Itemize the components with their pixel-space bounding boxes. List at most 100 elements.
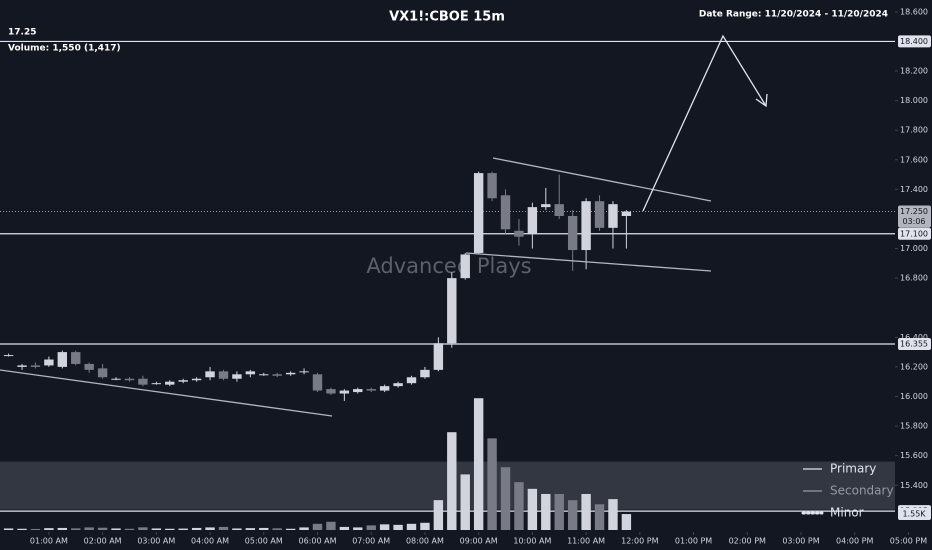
candle-body xyxy=(567,216,578,251)
volume-bar xyxy=(473,398,484,530)
volume-info: Volume: 1,550 (1,417) xyxy=(8,44,121,54)
candle-body xyxy=(393,383,403,387)
channel-top xyxy=(492,157,712,202)
volume-bar xyxy=(366,525,376,530)
candle-body xyxy=(44,359,54,366)
x-tick-label: 02:00 AM xyxy=(84,537,122,546)
volume-bar xyxy=(178,528,188,530)
volume-bar xyxy=(406,523,417,530)
volume-bar xyxy=(191,527,202,530)
y-tick-label: 16.200 xyxy=(900,362,928,371)
x-tick-label: 07:00 AM xyxy=(352,537,390,546)
candle-body xyxy=(621,211,632,216)
candle-body xyxy=(366,389,376,391)
y-tick-label: 18.000 xyxy=(900,96,928,105)
date-range: Date Range: 11/20/2024 - 11/20/2024 xyxy=(699,10,888,20)
candle-body xyxy=(191,378,202,381)
level-label: 16.355 xyxy=(900,339,928,348)
legend-label: Primary xyxy=(830,462,876,476)
y-tick-label: 17.800 xyxy=(900,126,928,135)
level-box xyxy=(898,35,931,48)
volume-bar xyxy=(205,527,215,530)
candle-body xyxy=(473,173,484,253)
candle-body xyxy=(608,204,618,228)
volume-bar xyxy=(581,493,591,530)
x-tick-label: 02:00 PM xyxy=(729,537,766,546)
countdown: 03:06 xyxy=(902,217,925,226)
volume-bar xyxy=(232,528,242,530)
candle-body xyxy=(232,374,242,379)
volume-bar xyxy=(165,528,175,530)
candle-body xyxy=(138,378,148,385)
candle-body xyxy=(17,365,27,367)
x-tick-label: 08:00 AM xyxy=(406,537,444,546)
candle-body xyxy=(165,381,175,385)
level-label: 18.400 xyxy=(900,37,928,46)
candle-body xyxy=(447,278,457,344)
volume-bar xyxy=(379,524,390,530)
volume-bar xyxy=(285,528,296,530)
candle-body xyxy=(97,368,108,378)
volume-bar xyxy=(111,528,121,530)
volume-bar xyxy=(245,528,256,530)
volume-bar xyxy=(339,526,350,530)
volume-marker-box xyxy=(898,508,931,521)
candle-body xyxy=(272,374,282,376)
volume-bar xyxy=(97,527,108,530)
legend-label: Minor xyxy=(830,506,864,520)
y-tick-label: 16.400 xyxy=(900,333,928,342)
volume-bar xyxy=(124,528,135,530)
x-tick-label: 03:00 PM xyxy=(782,537,819,546)
volume-bar xyxy=(567,500,578,530)
candle-body xyxy=(594,201,605,228)
volume-bar xyxy=(420,522,430,530)
current-price-label: 17.250 xyxy=(900,207,928,216)
candle-body xyxy=(460,254,470,279)
volume-bar xyxy=(44,528,54,530)
candle-body xyxy=(124,378,135,381)
volume-bar xyxy=(57,527,68,530)
candle-body xyxy=(178,380,188,382)
x-tick-label: 04:00 AM xyxy=(191,537,229,546)
volume-bar xyxy=(527,488,538,530)
volume-bar xyxy=(514,482,524,530)
x-tick-label: 06:00 AM xyxy=(299,537,337,546)
y-tick-label: 15.600 xyxy=(900,451,928,460)
candle-body xyxy=(151,383,162,385)
candle-body xyxy=(71,352,81,364)
volume-bar xyxy=(433,500,444,530)
candle-body xyxy=(379,386,390,391)
candle-body xyxy=(541,204,551,208)
y-tick-label: 16.800 xyxy=(900,274,928,283)
candle-body xyxy=(581,201,591,251)
volume-bar xyxy=(541,493,551,530)
candle-body xyxy=(527,207,538,234)
volume-bar xyxy=(594,504,605,530)
candle-body xyxy=(420,369,430,378)
watermark: Advanced Plays xyxy=(366,254,531,278)
candle-body xyxy=(299,371,309,373)
trend-line xyxy=(0,369,333,417)
x-tick-label: 12:00 PM xyxy=(621,537,658,546)
candle-body xyxy=(433,343,444,370)
candle-body xyxy=(259,374,269,376)
volume-marker-label: 1.55K xyxy=(902,510,926,519)
level-box xyxy=(898,337,931,350)
volume-bar xyxy=(326,521,336,530)
x-tick-label: 05:00 AM xyxy=(245,537,283,546)
volume-bar xyxy=(608,499,618,530)
volume-bar xyxy=(487,438,497,530)
y-tick-label: 15.400 xyxy=(900,481,928,490)
y-tick-label: 17.400 xyxy=(900,185,928,194)
price-axis xyxy=(895,0,932,550)
drawings xyxy=(0,34,768,417)
volume-bar xyxy=(393,524,403,530)
volume-bar xyxy=(312,523,323,530)
y-tick-label: 18.600 xyxy=(900,7,928,16)
x-tick-label: 03:00 AM xyxy=(137,537,175,546)
level-label: 17.100 xyxy=(900,229,928,238)
candle-body xyxy=(30,365,41,367)
volume-bar xyxy=(151,528,162,530)
time-axis xyxy=(0,532,895,550)
